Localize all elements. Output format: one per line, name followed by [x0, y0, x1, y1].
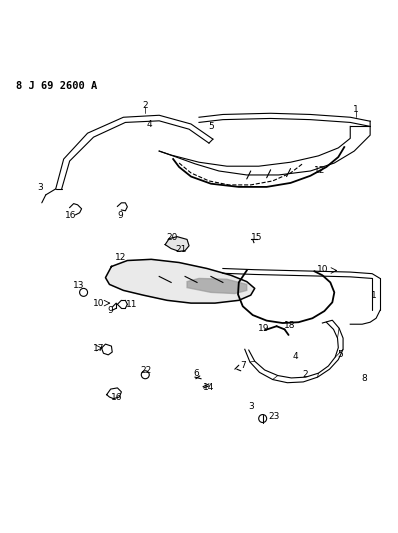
Text: 15: 15: [251, 233, 262, 243]
Text: 1: 1: [353, 105, 359, 114]
Text: 10: 10: [93, 298, 104, 308]
Text: 12: 12: [115, 253, 126, 262]
Text: 12: 12: [314, 166, 325, 175]
Text: 4: 4: [146, 119, 152, 128]
Polygon shape: [105, 260, 255, 303]
Text: 8 J 69 2600 A: 8 J 69 2600 A: [16, 82, 97, 92]
Text: 14: 14: [203, 383, 215, 392]
Text: 5: 5: [338, 350, 343, 359]
Text: 22: 22: [141, 366, 152, 375]
Text: 18: 18: [284, 321, 295, 330]
Text: 9: 9: [117, 211, 123, 220]
Text: 3: 3: [249, 402, 254, 411]
Text: 21: 21: [176, 245, 187, 254]
Text: 5: 5: [208, 122, 214, 131]
Polygon shape: [165, 237, 189, 252]
Text: 3: 3: [37, 183, 43, 192]
Text: 2: 2: [303, 370, 308, 379]
Text: 2: 2: [142, 101, 148, 110]
Text: 4: 4: [293, 352, 298, 360]
Text: 16: 16: [65, 211, 76, 220]
Text: 7: 7: [241, 361, 246, 370]
Text: 1: 1: [371, 290, 377, 300]
Text: 17: 17: [93, 344, 104, 353]
Text: 13: 13: [73, 281, 84, 290]
Text: 10: 10: [318, 265, 329, 274]
Text: 11: 11: [126, 300, 137, 309]
Text: 8: 8: [361, 374, 367, 383]
Text: 16: 16: [111, 392, 122, 401]
Text: 20: 20: [166, 233, 178, 243]
Polygon shape: [187, 278, 247, 294]
Text: 9: 9: [108, 306, 113, 315]
Text: 23: 23: [268, 413, 279, 422]
Text: 19: 19: [258, 324, 269, 333]
Text: 6: 6: [193, 369, 199, 378]
